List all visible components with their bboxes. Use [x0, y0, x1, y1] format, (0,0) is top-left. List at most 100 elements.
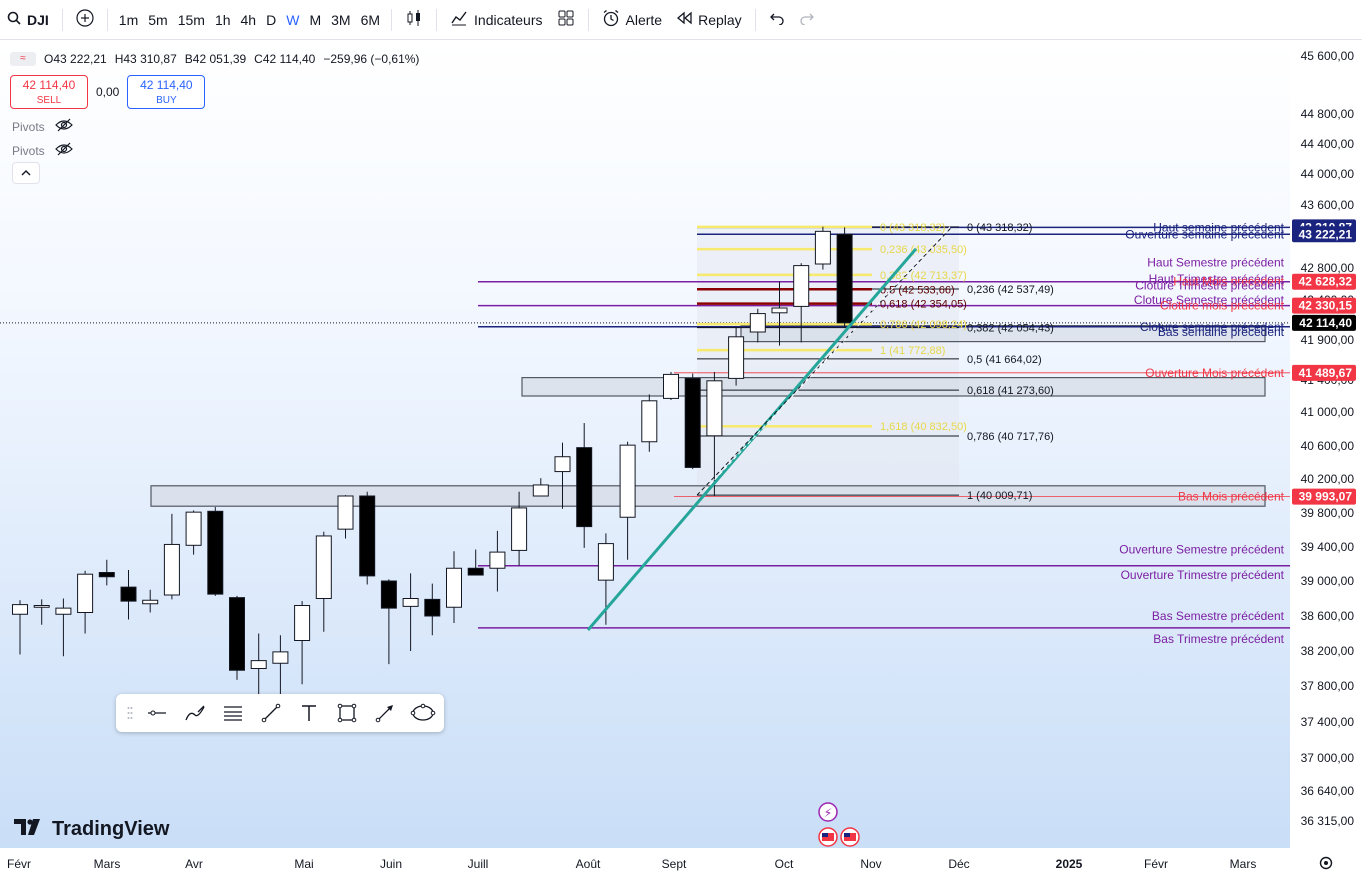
buy-button[interactable]: 42 114,40 BUY [127, 75, 206, 109]
sell-label: SELL [36, 95, 62, 106]
interval-1h[interactable]: 1h [214, 11, 231, 28]
candle-up [511, 507, 528, 551]
price-tick-label: 39 800,00 [1301, 506, 1355, 520]
candle-up [315, 535, 332, 600]
interval-d[interactable]: D [266, 11, 277, 28]
symbol-search[interactable]: DJI [0, 0, 56, 40]
undo-button[interactable] [762, 0, 792, 40]
indicator-pivots-2[interactable]: Pivots [12, 142, 73, 159]
text-tool-icon[interactable] [290, 694, 328, 732]
interval-3m[interactable]: 3M [331, 11, 351, 28]
sell-button[interactable]: 42 114,40 SELL [10, 75, 88, 109]
price-tick-label: 43 600,00 [1301, 198, 1355, 212]
level-label: Cloture Trimestre précédent [1135, 279, 1284, 293]
candle-down [229, 597, 245, 671]
price-tick-label: 44 400,00 [1301, 137, 1355, 151]
price-tick-label: 41 000,00 [1301, 405, 1355, 419]
price-axis-badge-label: 39 993,07 [1299, 490, 1353, 504]
indicator-pivots-1[interactable]: Pivots [12, 118, 73, 135]
low-value: B42 051,39 [184, 52, 247, 66]
level-label: Bas semaine précédent [1158, 325, 1285, 339]
candle-up [532, 484, 549, 497]
interval-1m[interactable]: 1m [118, 11, 139, 28]
chart-type-button[interactable] [398, 0, 430, 40]
price-axis-background [1290, 40, 1362, 875]
fib-extension-label: 0,786 (42 098,24) [880, 319, 967, 331]
eye-crossed-icon[interactable] [54, 118, 73, 135]
rewind-icon [676, 11, 692, 28]
horizontal-line-icon[interactable] [138, 694, 176, 732]
price-tick-label: 44 000,00 [1301, 167, 1355, 181]
candle-up [12, 604, 28, 615]
rectangle-tool-icon[interactable] [328, 694, 366, 732]
redo-button[interactable] [792, 0, 822, 40]
price-tick-label: 39 000,00 [1301, 574, 1355, 588]
layouts-button[interactable] [550, 0, 582, 40]
level-label: Ouverture Trimestre précédent [1121, 568, 1285, 582]
symbol-name: DJI [27, 11, 49, 28]
us-flag-event-icon [844, 833, 850, 837]
price-axis-badge-label: 41 489,67 [1299, 366, 1353, 380]
alarm-clock-icon [602, 9, 620, 30]
chart-canvas[interactable]: 0 (43 318,32) 0,236 (42 537,49) 0,382 (42 … [0, 40, 1362, 875]
interval-4h[interactable]: 4h [240, 11, 257, 28]
settings-gear-icon[interactable] [1319, 856, 1333, 870]
settings-gear-icon [1324, 861, 1328, 865]
price-axis-badge [1292, 226, 1356, 243]
candle-down [576, 447, 593, 528]
price-tick-label: 38 600,00 [1301, 609, 1355, 623]
indicators-button[interactable]: Indicateurs [443, 0, 549, 40]
price-tick-label: 41 900,00 [1301, 333, 1355, 347]
divider [436, 8, 438, 31]
replay-button[interactable]: Replay [669, 0, 749, 40]
indicators-icon [450, 9, 468, 30]
alert-button[interactable]: Alerte [595, 0, 670, 40]
level-label: Haut semaine précédent [1153, 220, 1284, 234]
level-label: Haut Semestre précédent [1147, 255, 1284, 269]
drag-handle-icon[interactable] [122, 694, 138, 732]
level-label: Ouverture Mois précédent [1145, 366, 1284, 380]
eye-crossed-icon[interactable] [54, 142, 73, 159]
trend-line-icon[interactable] [252, 694, 290, 732]
level-label: Haut Trimestre précédent [1149, 272, 1285, 286]
candle-up [597, 543, 614, 581]
logo-text: TradingView [52, 818, 170, 840]
close-value: C42 114,40 [254, 52, 316, 66]
time-tick-label: Févr [1144, 857, 1168, 871]
candle-up [749, 313, 766, 333]
price-axis-badge [1292, 314, 1356, 331]
brush-icon[interactable] [176, 694, 214, 732]
visibility-badge[interactable]: ≈ [10, 52, 36, 66]
time-tick-label: 2025 [1056, 857, 1083, 871]
fib-retracement-icon[interactable] [214, 694, 252, 732]
fib-level-label: 0,786 (40 717,76) [967, 431, 1054, 443]
indicator-name: Pivots [12, 143, 45, 158]
time-tick-label: Mai [294, 857, 313, 871]
zone-rectangle [150, 485, 1266, 507]
lightning-event-icon: ⚡ [824, 806, 832, 820]
arrow-tool-icon[interactable] [366, 694, 404, 732]
open-value: O43 222,21 [44, 52, 107, 66]
candle-up [33, 605, 50, 608]
candle-up [294, 605, 311, 641]
candle-up [728, 336, 745, 379]
candle-up [77, 573, 94, 614]
ellipse-tool-icon[interactable] [404, 694, 442, 732]
interval-5m[interactable]: 5m [148, 11, 168, 28]
fib-extension-label: 0,5 (42 533,66) [880, 284, 955, 296]
interval-15m[interactable]: 15m [177, 11, 205, 28]
interval-w[interactable]: W [286, 11, 300, 28]
level-label: Bas Trimestre précédent [1153, 632, 1284, 646]
interval-m[interactable]: M [309, 11, 322, 28]
price-axis-badge-label: 42 330,15 [1299, 299, 1353, 313]
level-label: Haut Mois précédent [1173, 275, 1284, 289]
price-axis-badge-label: 43 222,21 [1299, 227, 1353, 241]
price-chart[interactable]: 0 (43 318,32) 0,236 (42 537,49) 0,382 (42 … [0, 40, 1362, 875]
interval-6m[interactable]: 6M [360, 11, 381, 28]
tradingview-logo[interactable]: TradingView [14, 818, 169, 841]
level-label: Cloture mois précédent [1160, 299, 1285, 313]
candle-down [98, 572, 115, 578]
collapse-legend-button[interactable] [12, 162, 40, 184]
compare-button[interactable] [69, 0, 101, 40]
high-value: H43 310,87 [114, 52, 177, 66]
